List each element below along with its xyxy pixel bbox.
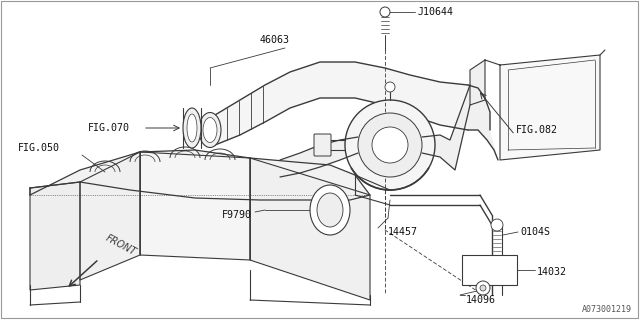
Text: FIG.070: FIG.070	[88, 123, 130, 133]
Polygon shape	[80, 152, 140, 280]
Circle shape	[491, 219, 503, 231]
Polygon shape	[468, 85, 498, 160]
Ellipse shape	[203, 117, 217, 142]
Text: 14096: 14096	[466, 295, 496, 305]
Text: F9790: F9790	[222, 210, 252, 220]
Text: 14032: 14032	[537, 267, 567, 277]
Ellipse shape	[317, 193, 343, 227]
Text: 46063: 46063	[260, 35, 290, 45]
Ellipse shape	[183, 108, 201, 148]
Circle shape	[476, 281, 490, 295]
Text: A073001219: A073001219	[582, 305, 632, 314]
Text: J10644: J10644	[418, 7, 454, 17]
Text: FRONT: FRONT	[104, 233, 138, 257]
Circle shape	[480, 285, 486, 291]
Circle shape	[385, 82, 395, 92]
Circle shape	[345, 100, 435, 190]
Polygon shape	[280, 137, 358, 177]
Polygon shape	[30, 150, 370, 200]
Polygon shape	[500, 55, 600, 160]
Circle shape	[372, 127, 408, 163]
Polygon shape	[140, 152, 250, 260]
Circle shape	[358, 113, 422, 177]
Text: FIG.050: FIG.050	[18, 143, 60, 153]
Text: FIG.082: FIG.082	[516, 125, 558, 135]
Polygon shape	[470, 60, 485, 105]
Polygon shape	[30, 182, 80, 290]
Polygon shape	[422, 85, 470, 170]
Ellipse shape	[187, 114, 197, 142]
Polygon shape	[215, 62, 468, 145]
Ellipse shape	[310, 185, 350, 235]
FancyBboxPatch shape	[314, 134, 331, 156]
Text: 0104S: 0104S	[520, 227, 550, 237]
Circle shape	[380, 7, 390, 17]
Text: 14457: 14457	[388, 227, 418, 237]
Ellipse shape	[199, 113, 221, 148]
FancyBboxPatch shape	[462, 255, 517, 285]
Polygon shape	[250, 158, 370, 300]
